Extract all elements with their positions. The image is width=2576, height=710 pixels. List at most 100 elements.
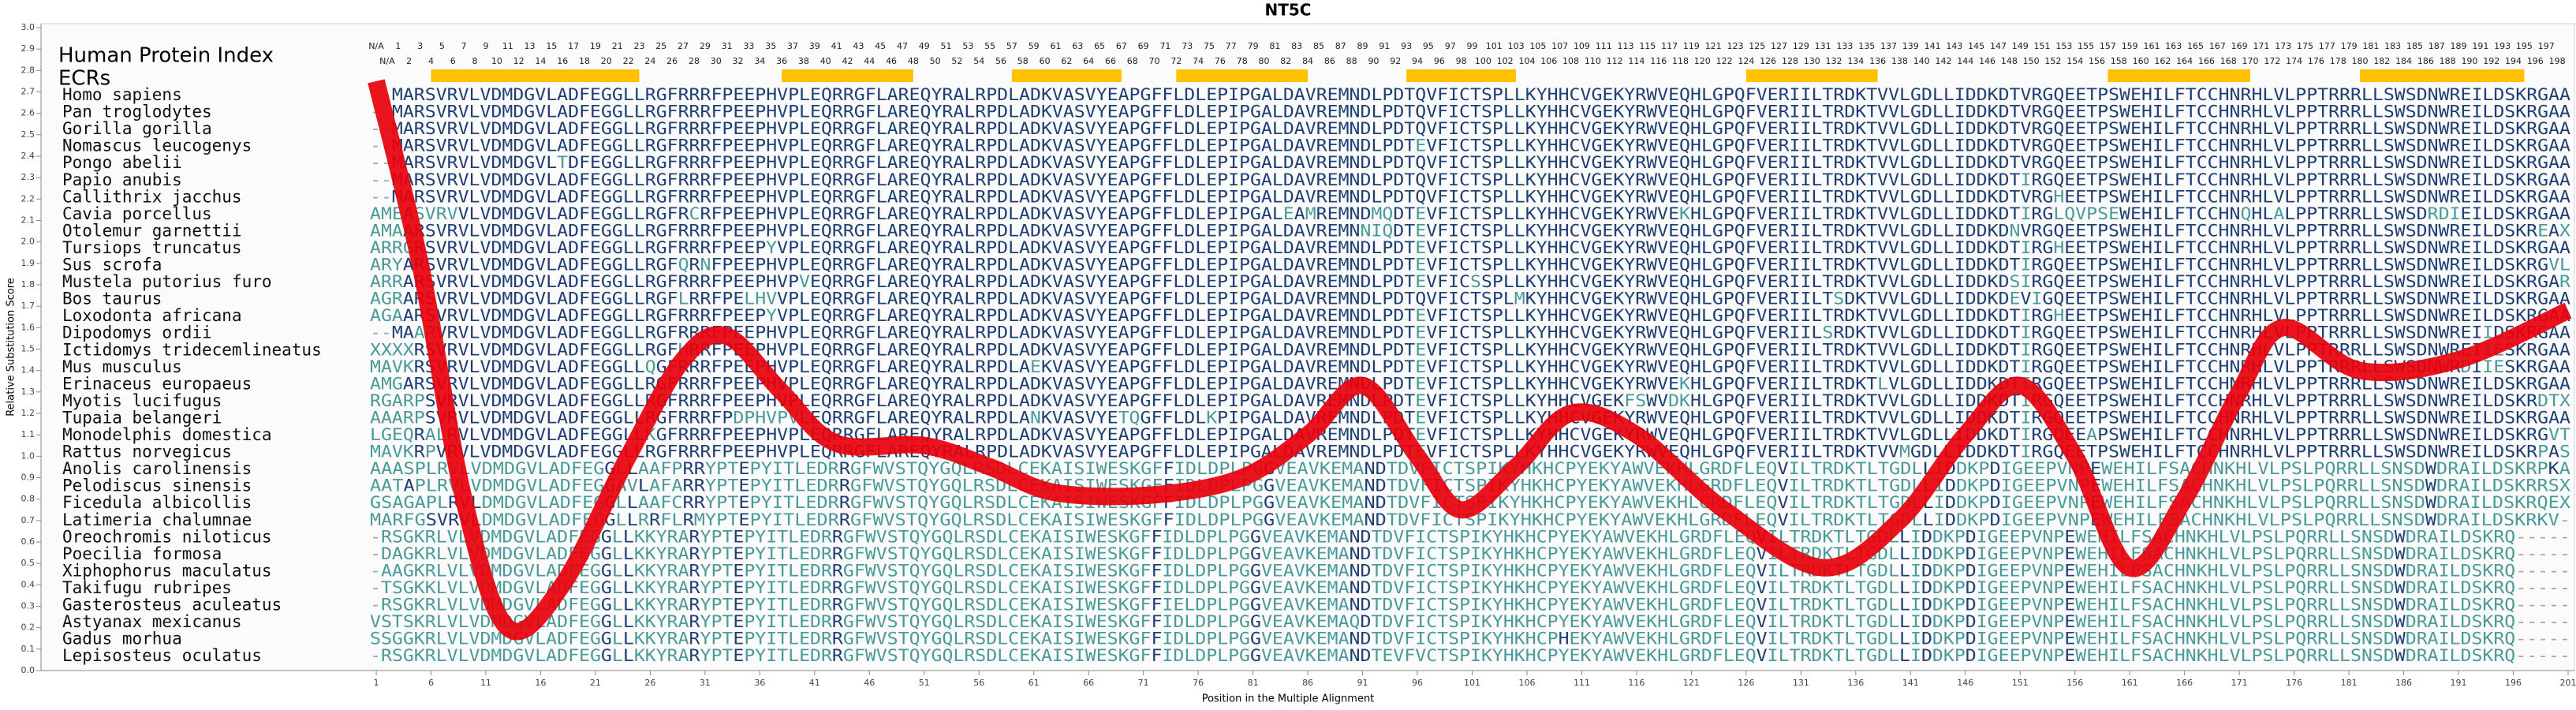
residue-run: L (623, 612, 634, 631)
y-tick-label: 1.9 (21, 258, 35, 268)
x-tick-label: 131 (1793, 678, 1809, 688)
human-index-label: 32 (733, 56, 744, 66)
human-index-label: 172 (2264, 56, 2280, 66)
human-index-label: 115 (1639, 41, 1656, 51)
residue-run: L (612, 527, 623, 546)
species-name: Callithrix jacchus (62, 187, 242, 206)
residue-run: L (627, 493, 638, 512)
residue-run: AAFC (638, 493, 683, 512)
residue-run: E (1415, 256, 1426, 275)
residue-run: RG (2031, 204, 2053, 223)
residue-run: ----- (2515, 596, 2570, 615)
residue-run: IGEEPVNP (1977, 646, 2065, 665)
residue-run: MARSVRVLVDMDGVLADFEGGLLRGFRRRFPEEPHVPLEQ… (392, 187, 2053, 206)
residue-run: GFWVSTQYGQLRSDLCEKAISIWESKGF (843, 612, 1152, 631)
residue-run: VEAVKEMA (1275, 459, 1365, 478)
human-index-label: 83 (1291, 41, 1302, 51)
y-tick-label: 0.6 (21, 536, 35, 547)
ecr-bar (431, 69, 640, 82)
residue-run: IDLDPLPG (1162, 578, 1250, 597)
residue-run: V (1777, 493, 1789, 512)
residue-run: L (612, 544, 623, 563)
residue-run: D (1966, 630, 1977, 648)
human-index-label: 133 (1836, 41, 1853, 51)
residue-run: DKP (1932, 578, 1966, 597)
residue-run: PYITLEDR (744, 527, 832, 546)
x-tick-label: 156 (2066, 678, 2083, 688)
residue-run: R (638, 510, 650, 529)
sequence: MARFG SVRVL DMDGVLADFEG GLLRRFL RMYPT EPYITLE… (370, 510, 2570, 529)
residue-run: TDVFICTSPIKYHKHCPYEKYAWVEKHLGRDFLEQ (1371, 561, 1756, 580)
residue-run: RDI (2428, 204, 2461, 223)
residue-run: S (2559, 443, 2570, 462)
species-name: Takifugu rubripes (62, 578, 232, 597)
residue-run: E (738, 476, 749, 495)
human-index-label: 182 (2373, 56, 2390, 66)
human-index-label: 82 (1280, 56, 1291, 66)
human-index-label: 128 (1782, 56, 1798, 66)
human-index-label: 104 (1518, 56, 1535, 66)
chart-title: NT5C (1265, 1, 1312, 20)
residue-run: MARSVRVLVDMDGVLADFEGGLLRGFRRRFPEEPHVPLEQ… (392, 170, 2021, 189)
residue-run: IELDPLPG (1162, 596, 1250, 615)
x-tick-label: 66 (1083, 678, 1094, 688)
human-index-label: 135 (1858, 41, 1875, 51)
residue-run: DRAILDSKRKV (2436, 510, 2559, 529)
residue-run: E (733, 612, 744, 631)
residue-run: RG (2031, 306, 2053, 325)
residue-run: LEQRRGFLAREQYRALRPDLA (799, 408, 1030, 427)
residue-run: K (1206, 408, 1217, 427)
residue-run: ----- (2515, 544, 2570, 563)
residue-run: I (1910, 630, 1921, 648)
sequence: -RSGKRLVLVDMDGVLADFEG GLLKKYRA RYPT EPYITLE… (370, 646, 2570, 665)
residue-run: D (1966, 544, 1977, 563)
residue-run: VFICTSPLLKYHHCVGEKYRWVEQHLGPQFVERIILTRDK… (1426, 221, 2009, 240)
human-index-label: 43 (853, 41, 864, 51)
residue-run: SVRVLVDMDGVLADFEGGLLRGFRRRFP (425, 408, 734, 427)
residue-run: MYPT (694, 510, 739, 529)
residue-run: E (2064, 630, 2075, 648)
y-tick-label: 2.3 (21, 172, 35, 182)
residue-run: MAVK (370, 443, 414, 462)
residue-run: DKTVVLGDLLIDDKD (1844, 290, 2009, 308)
x-tick-label: 136 (1847, 678, 1864, 688)
residue-run: M (1514, 290, 1525, 308)
human-index-label: 19 (590, 41, 601, 51)
residue-run: RSGKRLVLVDMDGVLADFEG (381, 527, 601, 546)
residue-run: RFPEEPHVPLEQRRGFLAREQYRALRPDLADKVASVYEAP… (700, 204, 1283, 223)
residue-run: E (733, 630, 744, 648)
human-index-label: 170 (2242, 56, 2259, 66)
human-index-label: 96 (1434, 56, 1445, 66)
human-index-label: 24 (644, 56, 655, 66)
residue-run: IGEEPVNP (1977, 612, 2065, 631)
residue-run: PYITLEDR (750, 459, 840, 478)
species-name: Monodelphis domestica (62, 425, 272, 444)
y-tick-label: 2.6 (21, 108, 35, 118)
residue-run: AMA (370, 221, 403, 240)
residue-run: YPT (700, 578, 734, 597)
residue-run: I (2020, 323, 2031, 342)
residue-run: I (2020, 170, 2031, 189)
residue-run: S (1822, 323, 1833, 342)
human-index-label: 62 (1061, 56, 1072, 66)
human-index-label: 22 (623, 56, 634, 66)
species-name: Ictidomys tridecemlineatus (62, 340, 322, 359)
residue-run: L (1923, 510, 1934, 529)
residue-run: D (1945, 510, 1956, 529)
residue-run: D (1966, 612, 1977, 631)
human-index-label: 27 (678, 41, 689, 51)
human-index-label: 97 (1445, 41, 1456, 51)
residue-run: MQ (1371, 204, 1393, 223)
residue-run: D (1990, 476, 2001, 495)
residue-run: KKYRA (634, 646, 689, 665)
residue-run: S (1833, 290, 1844, 308)
residue-run: HLGPQFVERIILTRDKTVVLGDLLIDDKDT (1690, 204, 2021, 223)
residue-run: XXXX (370, 340, 414, 359)
human-index-label: 175 (2297, 41, 2313, 51)
residue-run: ND (1364, 459, 1386, 478)
residue-run: V (1757, 596, 1768, 615)
residue-run: PYITLEDR (750, 510, 840, 529)
y-tick-label: 1.8 (21, 279, 35, 290)
x-tick-label: 176 (2286, 678, 2302, 688)
